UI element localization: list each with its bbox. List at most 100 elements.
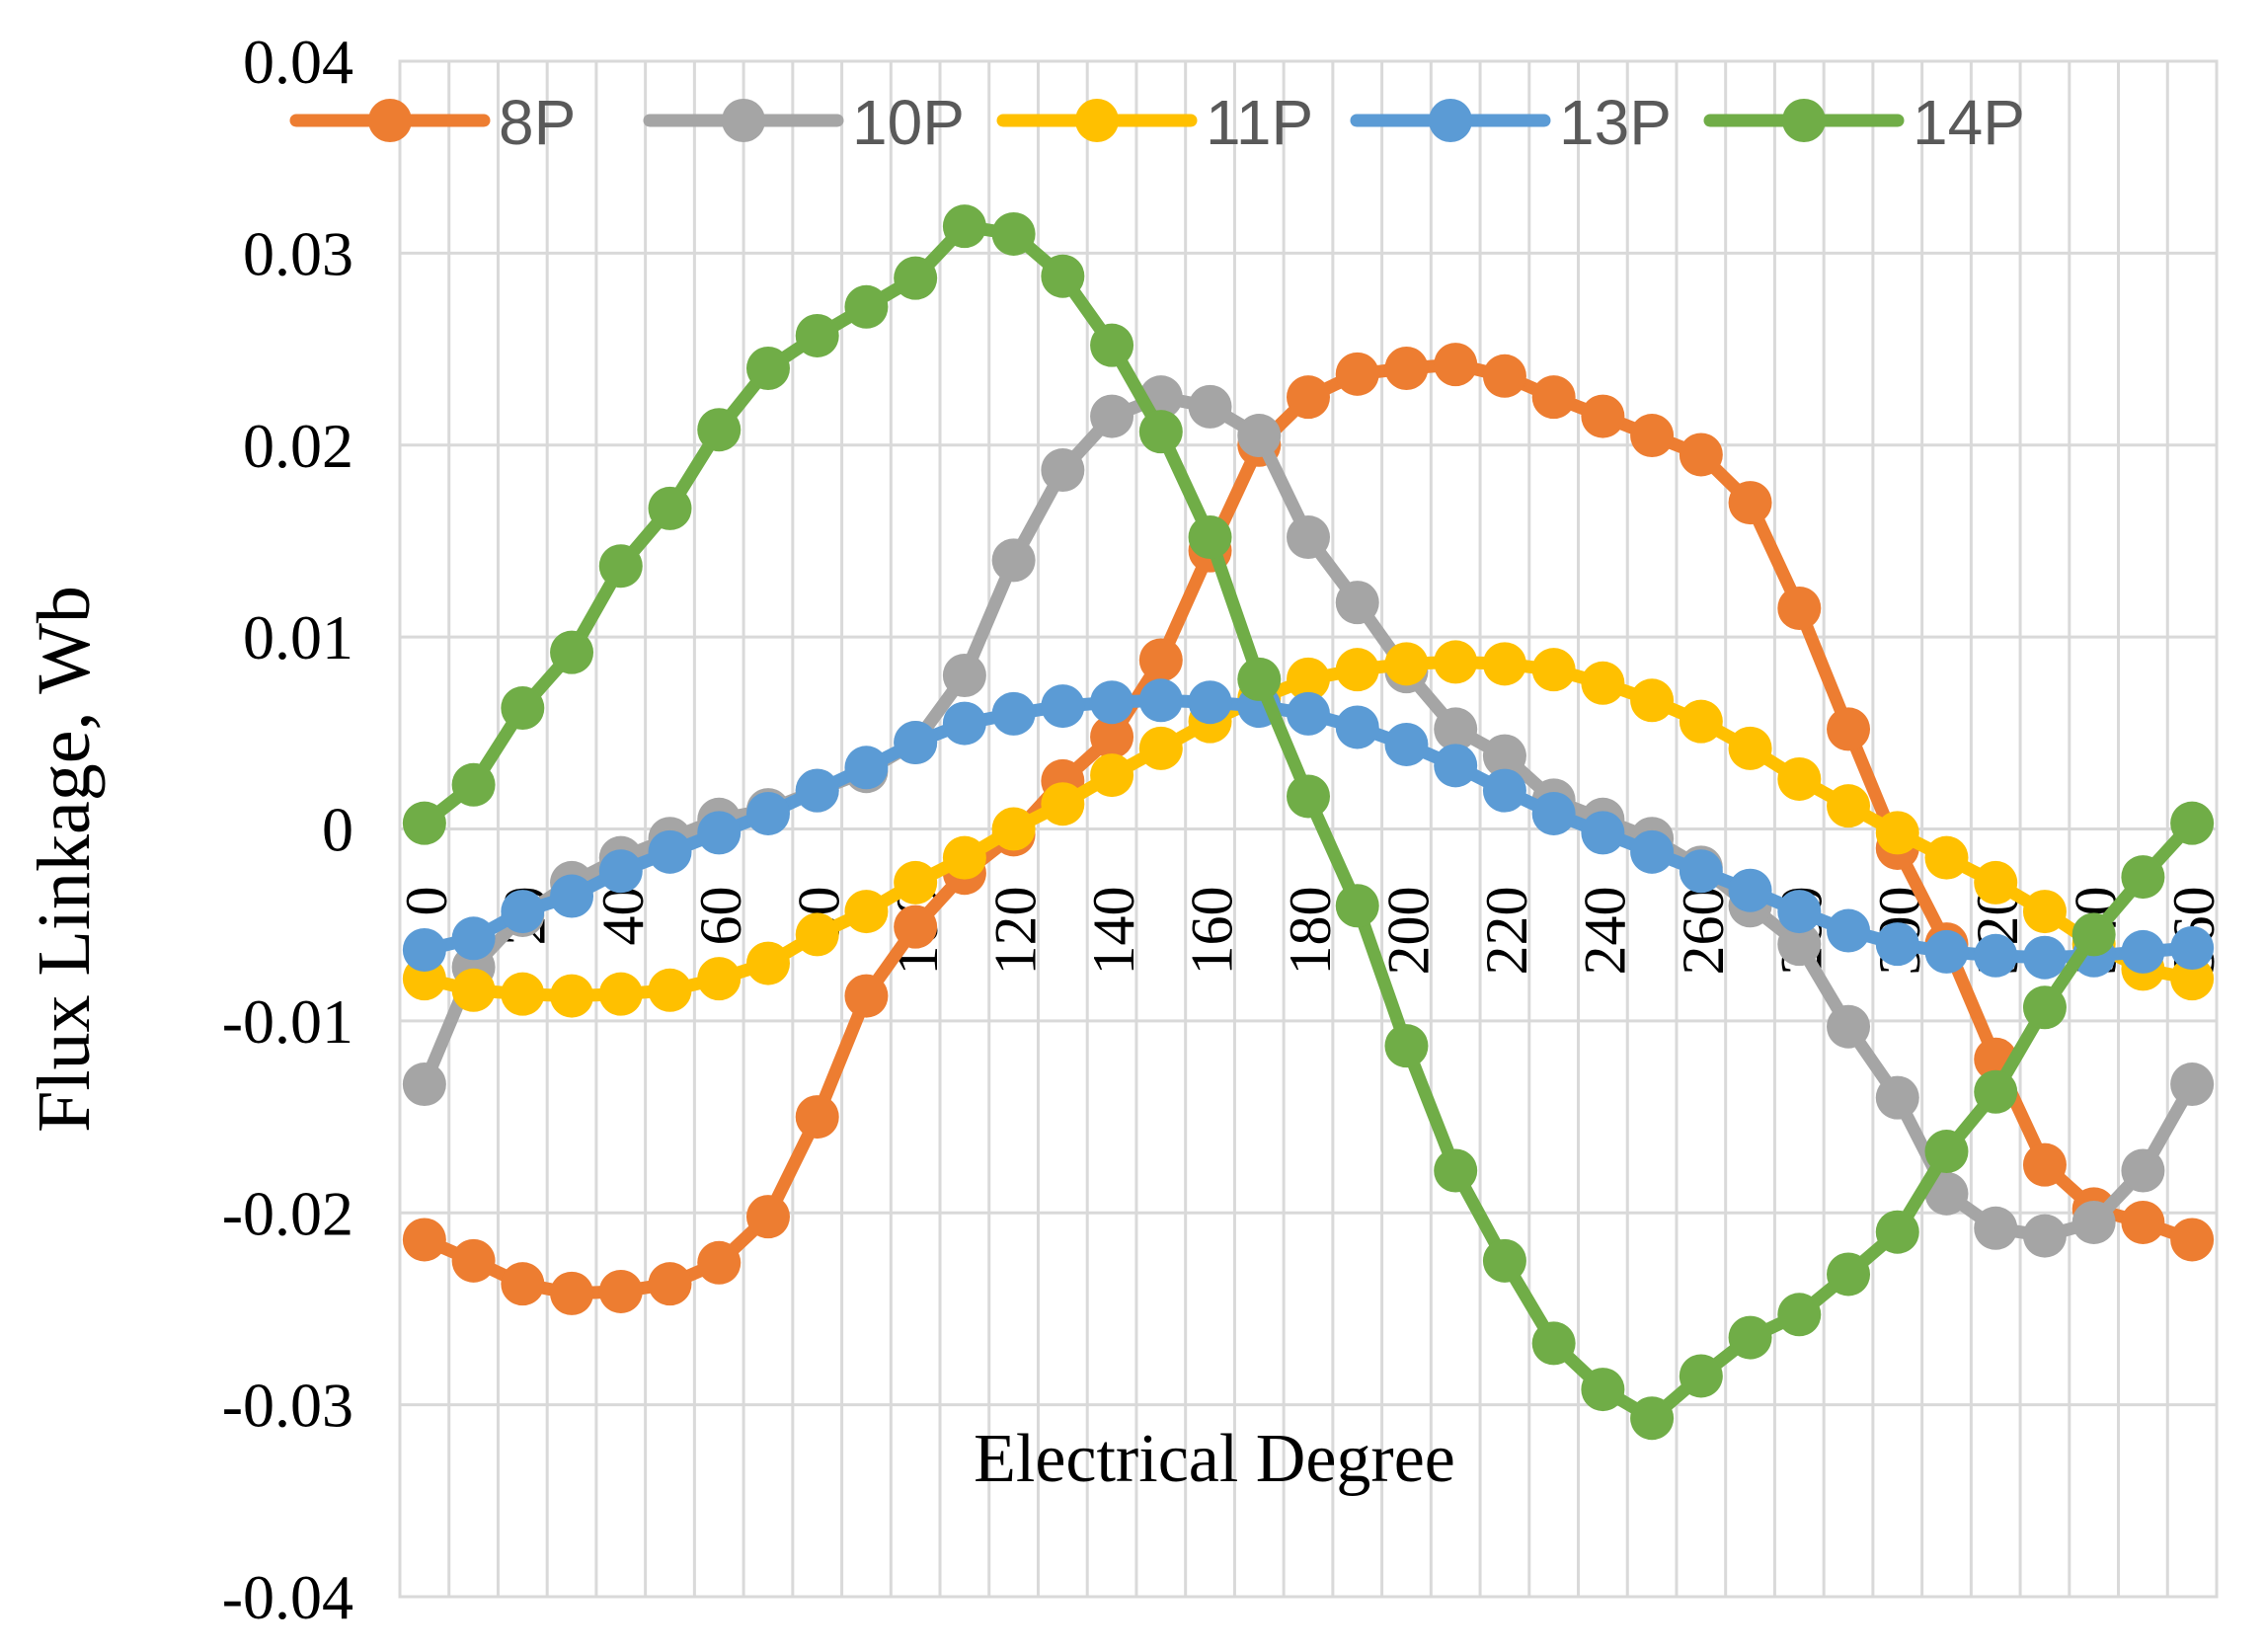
data-point bbox=[1581, 661, 1625, 705]
y-tick-label: -0.01 bbox=[222, 986, 353, 1057]
data-point bbox=[991, 211, 1036, 256]
data-point bbox=[402, 801, 446, 845]
data-point bbox=[451, 968, 496, 1012]
data-point bbox=[648, 1262, 692, 1306]
data-point bbox=[1482, 642, 1526, 686]
data-point bbox=[1827, 1252, 1871, 1297]
y-tick-label: 0 bbox=[322, 795, 353, 865]
data-point bbox=[1188, 680, 1232, 725]
data-point bbox=[1728, 868, 1772, 912]
data-point bbox=[648, 968, 692, 1012]
data-point bbox=[550, 874, 594, 918]
legend-label: 10P bbox=[852, 87, 965, 158]
legend-entry-13P: 13P bbox=[1350, 87, 1672, 158]
data-point bbox=[1827, 784, 1871, 828]
data-point bbox=[1384, 347, 1429, 390]
data-point bbox=[501, 686, 545, 731]
data-point bbox=[2022, 985, 2067, 1030]
y-tick-label: -0.04 bbox=[222, 1562, 353, 1632]
data-point bbox=[1335, 581, 1379, 625]
data-point bbox=[2022, 935, 2067, 980]
y-tick-label: 0.02 bbox=[243, 411, 353, 481]
series-14P bbox=[402, 204, 2215, 1441]
data-point bbox=[1090, 753, 1134, 798]
data-point bbox=[991, 691, 1036, 736]
data-point bbox=[1777, 890, 1822, 934]
data-point bbox=[1482, 768, 1526, 813]
legend: 8P 10P 11P 13P 14P bbox=[289, 87, 2025, 158]
data-point bbox=[2121, 855, 2165, 900]
legend-entry-8P: 8P bbox=[289, 87, 576, 158]
legend-swatch-marker bbox=[1782, 99, 1826, 142]
data-point bbox=[1875, 922, 1919, 967]
data-point bbox=[1287, 515, 1330, 560]
data-point bbox=[1630, 829, 1675, 874]
y-tick-label: 0.03 bbox=[243, 218, 353, 288]
data-point bbox=[942, 204, 986, 249]
data-point bbox=[598, 972, 643, 1016]
data-point bbox=[1728, 1315, 1772, 1360]
y-tick-label: -0.02 bbox=[222, 1178, 353, 1248]
data-point bbox=[402, 1218, 446, 1262]
data-point bbox=[745, 347, 790, 390]
data-point bbox=[1679, 433, 1723, 477]
data-point bbox=[1974, 1206, 2018, 1250]
x-tick-label: 60 bbox=[688, 887, 753, 946]
data-point bbox=[1188, 384, 1232, 429]
data-point bbox=[1827, 1004, 1871, 1049]
data-point bbox=[1777, 1293, 1822, 1337]
data-point bbox=[697, 957, 742, 1001]
data-point bbox=[451, 762, 496, 807]
legend-label: 8P bbox=[499, 87, 576, 158]
data-point bbox=[942, 701, 986, 746]
data-point bbox=[1287, 375, 1330, 420]
data-point bbox=[2022, 1214, 2067, 1258]
data-point bbox=[1777, 586, 1822, 630]
data-point bbox=[402, 1062, 446, 1107]
data-point bbox=[1434, 640, 1478, 684]
data-point bbox=[501, 1262, 545, 1306]
data-point bbox=[1041, 448, 1085, 493]
data-point bbox=[2071, 1200, 2116, 1244]
series-11P bbox=[402, 640, 2215, 1018]
data-point bbox=[1434, 1148, 1478, 1193]
data-point bbox=[2121, 1200, 2165, 1244]
data-point bbox=[550, 630, 594, 674]
data-point bbox=[1974, 860, 2018, 905]
data-point bbox=[1090, 680, 1134, 725]
data-point bbox=[2121, 1148, 2165, 1193]
data-point bbox=[1728, 726, 1772, 770]
data-point bbox=[1924, 1171, 1969, 1216]
data-point bbox=[1384, 1024, 1429, 1068]
data-point bbox=[1335, 648, 1379, 692]
data-point bbox=[2121, 929, 2165, 974]
legend-swatch-marker bbox=[1429, 99, 1472, 142]
y-tick-label: 0.04 bbox=[243, 27, 353, 97]
data-point bbox=[1679, 699, 1723, 744]
data-point bbox=[1875, 811, 1919, 855]
data-point bbox=[1335, 352, 1379, 396]
data-point bbox=[1434, 343, 1478, 387]
data-point bbox=[1287, 774, 1330, 819]
data-point bbox=[1041, 254, 1085, 298]
data-point bbox=[795, 768, 839, 813]
data-point bbox=[1041, 782, 1085, 826]
data-point bbox=[1531, 1321, 1576, 1366]
data-point bbox=[598, 1269, 643, 1313]
legend-entry-10P: 10P bbox=[643, 87, 965, 158]
data-point bbox=[795, 912, 839, 957]
data-point bbox=[1875, 1075, 1919, 1120]
data-point bbox=[1531, 791, 1576, 835]
data-point bbox=[1581, 394, 1625, 438]
data-point bbox=[1041, 684, 1085, 729]
data-point bbox=[1875, 1210, 1919, 1254]
data-point bbox=[942, 835, 986, 880]
data-point bbox=[598, 544, 643, 589]
data-point bbox=[745, 941, 790, 985]
data-point bbox=[598, 849, 643, 894]
data-point bbox=[1138, 410, 1183, 454]
data-point bbox=[991, 538, 1036, 583]
data-point bbox=[1630, 414, 1675, 458]
data-point bbox=[2170, 1218, 2215, 1262]
data-point bbox=[1974, 1069, 2018, 1114]
